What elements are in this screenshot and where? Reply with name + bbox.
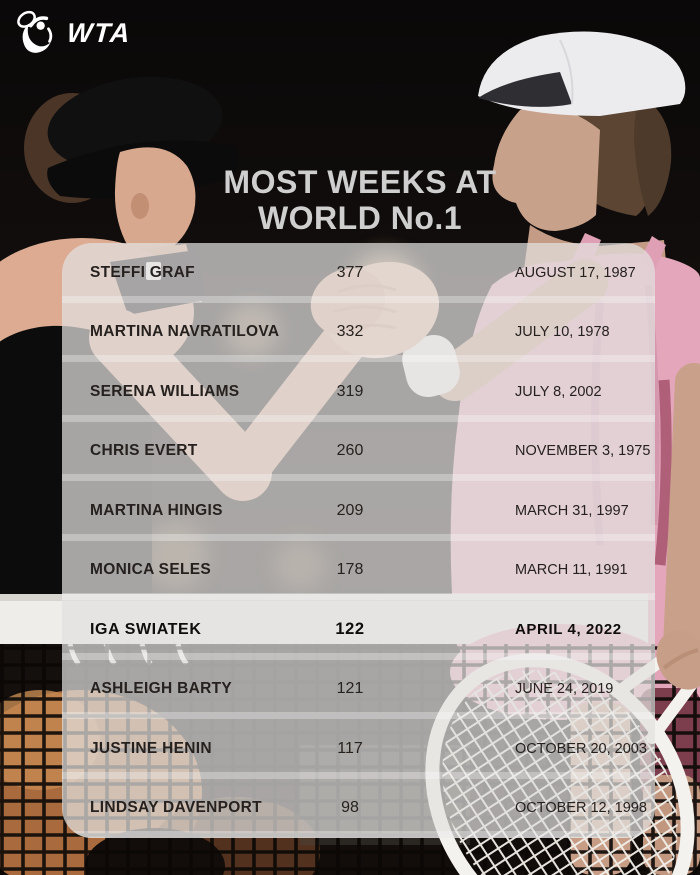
ponytail-tail: [634, 95, 672, 216]
leaderboard-row: MARTINA NAVRATILOVA 332 JULY 10, 1978: [62, 303, 655, 363]
player-name: JUSTINE HENIN: [90, 739, 212, 757]
title-line-2: WORLD No.1: [257, 200, 463, 236]
weeks-count: 209: [336, 501, 364, 519]
cap-seam: [559, 39, 574, 105]
face-left: [114, 147, 196, 256]
finger-on-grip: [662, 648, 699, 670]
date-reached: APRIL 4, 2022: [515, 621, 622, 639]
leaderboard-row: ASHLEIGH BARTY 121 JUNE 24, 2019: [62, 660, 655, 720]
weeks-count: 332: [336, 323, 364, 341]
weeks-count: 117: [337, 739, 363, 757]
ear: [131, 193, 149, 219]
player-name: MONICA SELES: [90, 561, 212, 579]
player-name: IGA SWIATEK: [90, 620, 202, 638]
wta-player-emblem-icon: [17, 10, 53, 53]
player-name: STEFFI GRAF: [90, 263, 195, 281]
title-line-1: MOST WEEKS AT: [223, 164, 497, 200]
player-name: MARTINA HINGIS: [90, 501, 223, 519]
weeks-count: 98: [341, 799, 359, 817]
weeks-count: 121: [336, 680, 364, 698]
date-reached: JULY 10, 1978: [515, 324, 610, 341]
player-name: CHRIS EVERT: [90, 442, 198, 460]
date-reached: MARCH 11, 1991: [515, 562, 628, 579]
leaderboard-panel: STEFFI GRAF 377 AUGUST 17, 1987 MARTINA …: [62, 243, 655, 838]
weeks-count: 178: [336, 561, 364, 579]
date-reached: AUGUST 17, 1987: [515, 264, 636, 281]
leaderboard-row: MONICA SELES 178 MARCH 11, 1991: [62, 541, 655, 601]
date-reached: JUNE 24, 2019: [515, 681, 614, 698]
player-name: MARTINA NAVRATILOVA: [90, 323, 280, 341]
wta-logo-text: WTA: [65, 17, 133, 48]
player-name: ASHLEIGH BARTY: [90, 680, 232, 698]
leaderboard-row: STEFFI GRAF 377 AUGUST 17, 1987: [62, 243, 655, 303]
leaderboard-row: SERENA WILLIAMS 319 JULY 8, 2002: [62, 362, 655, 422]
face-right: [492, 106, 600, 231]
weeks-count: 122: [335, 620, 365, 639]
date-reached: JULY 8, 2002: [515, 383, 602, 400]
cap-underbrim: [478, 72, 572, 107]
leaderboard-row: MARTINA HINGIS 209 MARCH 31, 1997: [62, 481, 655, 541]
date-reached: NOVEMBER 3, 1975: [515, 443, 651, 460]
leaderboard-row: IGA SWIATEK 122 APRIL 4, 2022: [62, 600, 655, 660]
right-arm-down: [663, 363, 700, 667]
weeks-count: 319: [336, 382, 364, 400]
page-title: MOST WEEKS AT WORLD No.1: [30, 164, 690, 236]
leaderboard-row: JUSTINE HENIN 117 OCTOBER 20, 2003: [62, 719, 655, 779]
weeks-count: 260: [336, 442, 364, 460]
leaderboard-row: CHRIS EVERT 260 NOVEMBER 3, 1975: [62, 422, 655, 482]
player-name: SERENA WILLIAMS: [90, 382, 240, 400]
date-reached: OCTOBER 20, 2003: [515, 740, 647, 757]
player-name: LINDSAY DAVENPORT: [90, 799, 262, 817]
wta-logo: WTA: [14, 10, 133, 56]
gripping-hand: [656, 630, 700, 690]
date-reached: MARCH 31, 1997: [515, 502, 629, 519]
date-reached: OCTOBER 12, 1998: [515, 800, 647, 817]
leaderboard-row: LINDSAY DAVENPORT 98 OCTOBER 12, 1998: [62, 779, 655, 839]
leaderboard-rows: STEFFI GRAF 377 AUGUST 17, 1987 MARTINA …: [62, 243, 655, 838]
dress-deep-fold: [654, 379, 672, 566]
weeks-count: 377: [336, 263, 364, 281]
